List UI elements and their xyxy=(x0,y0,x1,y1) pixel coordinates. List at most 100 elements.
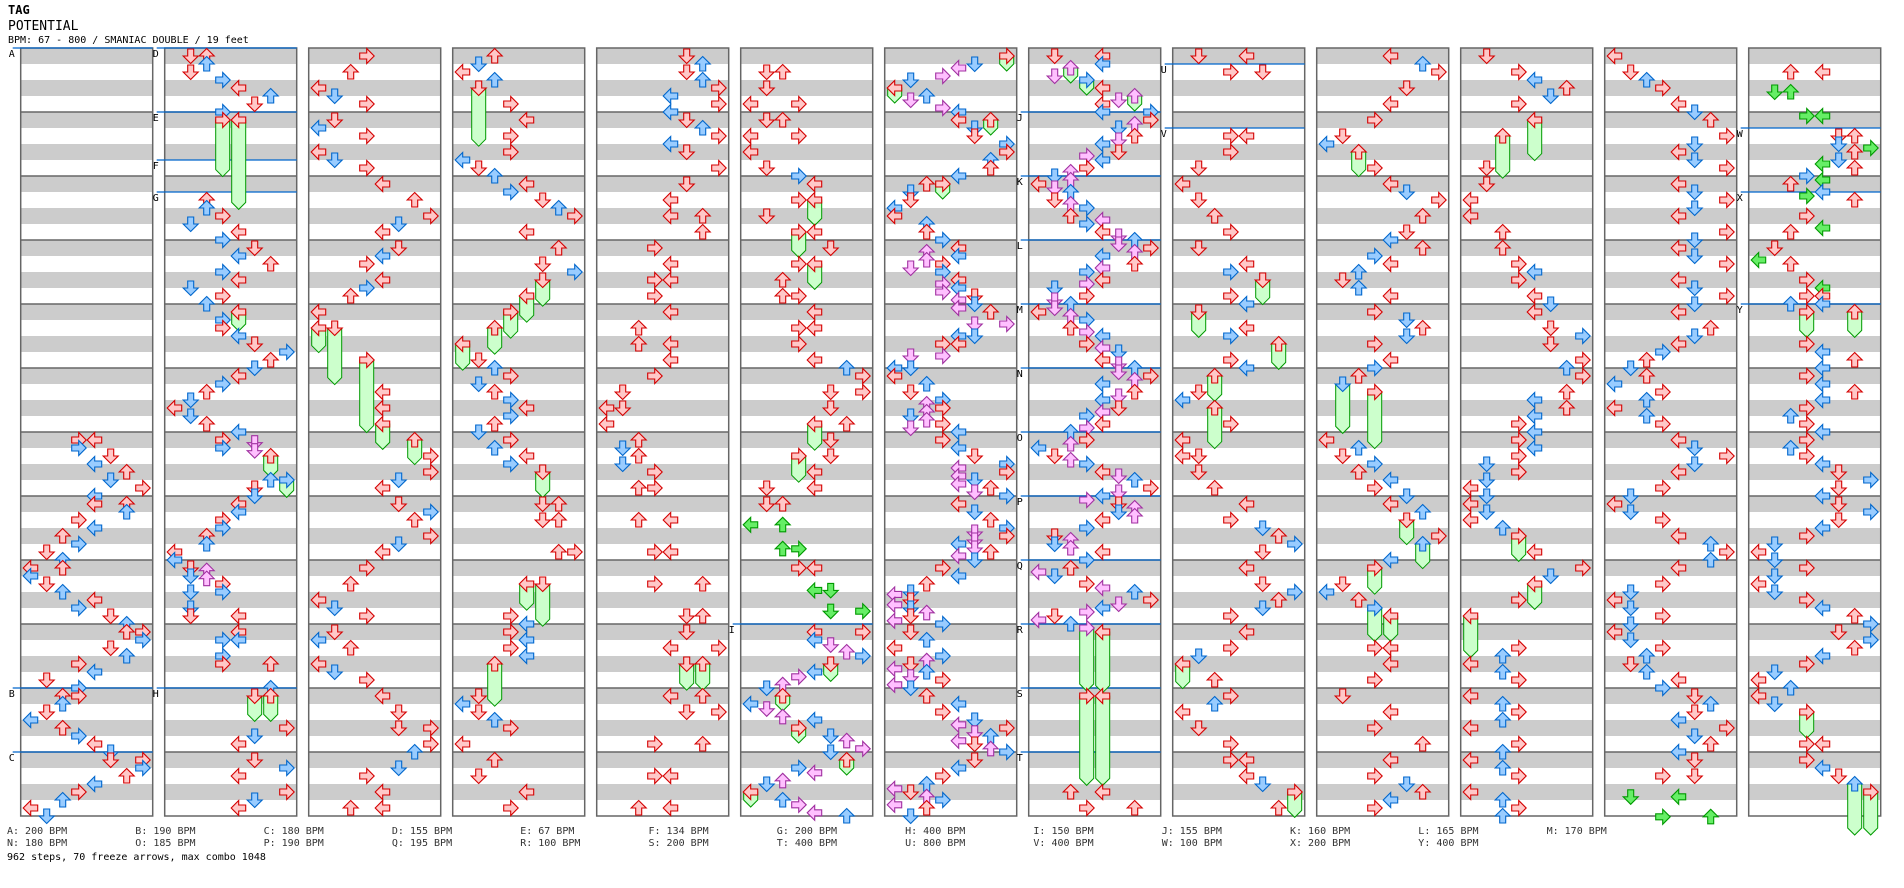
step-arrow-down xyxy=(1253,520,1272,537)
beat-stripe xyxy=(740,144,873,160)
step-arrow-down xyxy=(1189,448,1208,465)
step-arrow-down xyxy=(1397,80,1416,97)
step-arrow-down xyxy=(101,448,120,465)
beat-stripe xyxy=(1604,656,1737,672)
step-arrow-up xyxy=(1493,663,1512,680)
step-arrow-down xyxy=(245,688,264,705)
step-arrow-up xyxy=(1701,695,1720,712)
step-arrow-left xyxy=(1382,351,1399,369)
step-arrow-down xyxy=(901,600,920,617)
step-arrow-down xyxy=(1045,48,1064,65)
step-arrow-left xyxy=(1670,239,1687,257)
step-arrow-down xyxy=(245,336,264,353)
step-arrow-right xyxy=(1799,167,1815,185)
step-arrow-left xyxy=(518,631,535,649)
step-arrow-right xyxy=(423,463,439,481)
beat-stripe xyxy=(164,720,297,736)
step-arrow-down xyxy=(821,240,840,257)
step-arrow-up xyxy=(773,287,792,304)
step-arrow-up xyxy=(917,604,936,621)
step-arrow-left xyxy=(1814,455,1831,473)
step-arrow-up xyxy=(917,575,936,592)
beat-stripe xyxy=(1172,432,1305,448)
beat-stripe xyxy=(1460,720,1593,736)
column-border xyxy=(1603,47,1738,817)
bpm-legend-entry: E: 67 BPM xyxy=(520,826,575,837)
step-arrow-right xyxy=(1575,367,1591,385)
step-arrow-down xyxy=(245,443,264,459)
step-arrow-left xyxy=(1670,303,1687,321)
step-arrow-left xyxy=(374,543,391,561)
step-arrow-right xyxy=(791,539,807,558)
step-arrow-left xyxy=(806,479,823,497)
step-arrow-right xyxy=(935,703,951,721)
step-arrow-right xyxy=(1511,415,1527,433)
step-arrow-right xyxy=(1799,527,1815,545)
step-arrow-down xyxy=(1333,376,1352,393)
step-arrow-up xyxy=(1845,639,1864,656)
step-arrow-left xyxy=(1750,251,1767,269)
step-arrow-down xyxy=(37,576,56,593)
beat-stripe xyxy=(596,48,729,64)
step-arrow-up xyxy=(117,647,136,664)
step-arrow-down xyxy=(1333,448,1352,465)
step-arrow-right xyxy=(1367,111,1383,129)
beat-stripe xyxy=(1604,720,1737,736)
step-arrow-left xyxy=(86,495,103,513)
step-arrow-up xyxy=(53,791,72,808)
step-arrow-down xyxy=(965,56,984,73)
step-arrow-up xyxy=(773,772,792,789)
step-arrow-left xyxy=(1030,439,1047,457)
bpm-legend-entry: O: 185 BPM xyxy=(135,838,196,849)
beat-stripe xyxy=(20,560,153,576)
step-arrow-left xyxy=(230,631,247,649)
step-arrow-down xyxy=(965,712,984,729)
step-arrow-down xyxy=(101,752,120,769)
beat-stripe xyxy=(20,528,153,544)
step-arrow-left xyxy=(1670,527,1687,545)
column-border xyxy=(595,47,730,817)
step-arrow-left xyxy=(1526,543,1543,561)
bpm-legend-entry: F: 134 BPM xyxy=(648,826,709,837)
step-arrow-down xyxy=(1109,364,1128,381)
step-arrow-down xyxy=(1045,528,1064,545)
step-arrow-left xyxy=(310,655,327,673)
step-arrow-right xyxy=(215,319,231,337)
step-arrow-right xyxy=(1719,543,1735,561)
step-arrow-down xyxy=(1541,320,1560,337)
step-arrow-right xyxy=(1511,255,1527,273)
step-arrow-left xyxy=(662,639,679,657)
step-arrow-left xyxy=(1606,399,1623,417)
step-arrow-up xyxy=(773,271,792,288)
step-arrow-up xyxy=(261,255,280,272)
step-arrow-right xyxy=(215,111,231,129)
step-arrow-left xyxy=(1526,439,1543,457)
step-arrow-down xyxy=(389,720,408,737)
bpm-change-label: A xyxy=(9,49,15,60)
step-arrow-down xyxy=(677,144,696,161)
step-arrow-down xyxy=(1829,464,1848,481)
step-arrow-down xyxy=(965,120,984,137)
beat-stripe xyxy=(596,144,729,160)
step-arrow-left xyxy=(1814,375,1831,393)
step-arrow-right xyxy=(1223,511,1239,529)
step-arrow-left xyxy=(1462,655,1479,673)
step-arrow-left xyxy=(1814,423,1831,441)
step-arrow-right xyxy=(999,47,1015,65)
bpm-change-label: D xyxy=(153,49,159,60)
step-arrow-right xyxy=(1287,583,1303,601)
step-arrow-down xyxy=(1109,344,1128,361)
step-arrow-up xyxy=(773,63,792,80)
step-arrow-right xyxy=(1223,751,1239,769)
step-arrow-up xyxy=(261,471,280,488)
step-arrow-left xyxy=(806,803,823,822)
step-arrow-up xyxy=(1637,663,1656,680)
step-arrow-down xyxy=(677,112,696,129)
step-arrow-right xyxy=(1719,255,1735,273)
beat-stripe xyxy=(1172,80,1305,96)
step-arrow-left xyxy=(1814,295,1831,313)
beat-stripe xyxy=(164,528,297,544)
beat-stripe xyxy=(1172,656,1305,672)
bpm-change-label: K xyxy=(1017,177,1023,188)
beat-stripe xyxy=(452,656,585,672)
